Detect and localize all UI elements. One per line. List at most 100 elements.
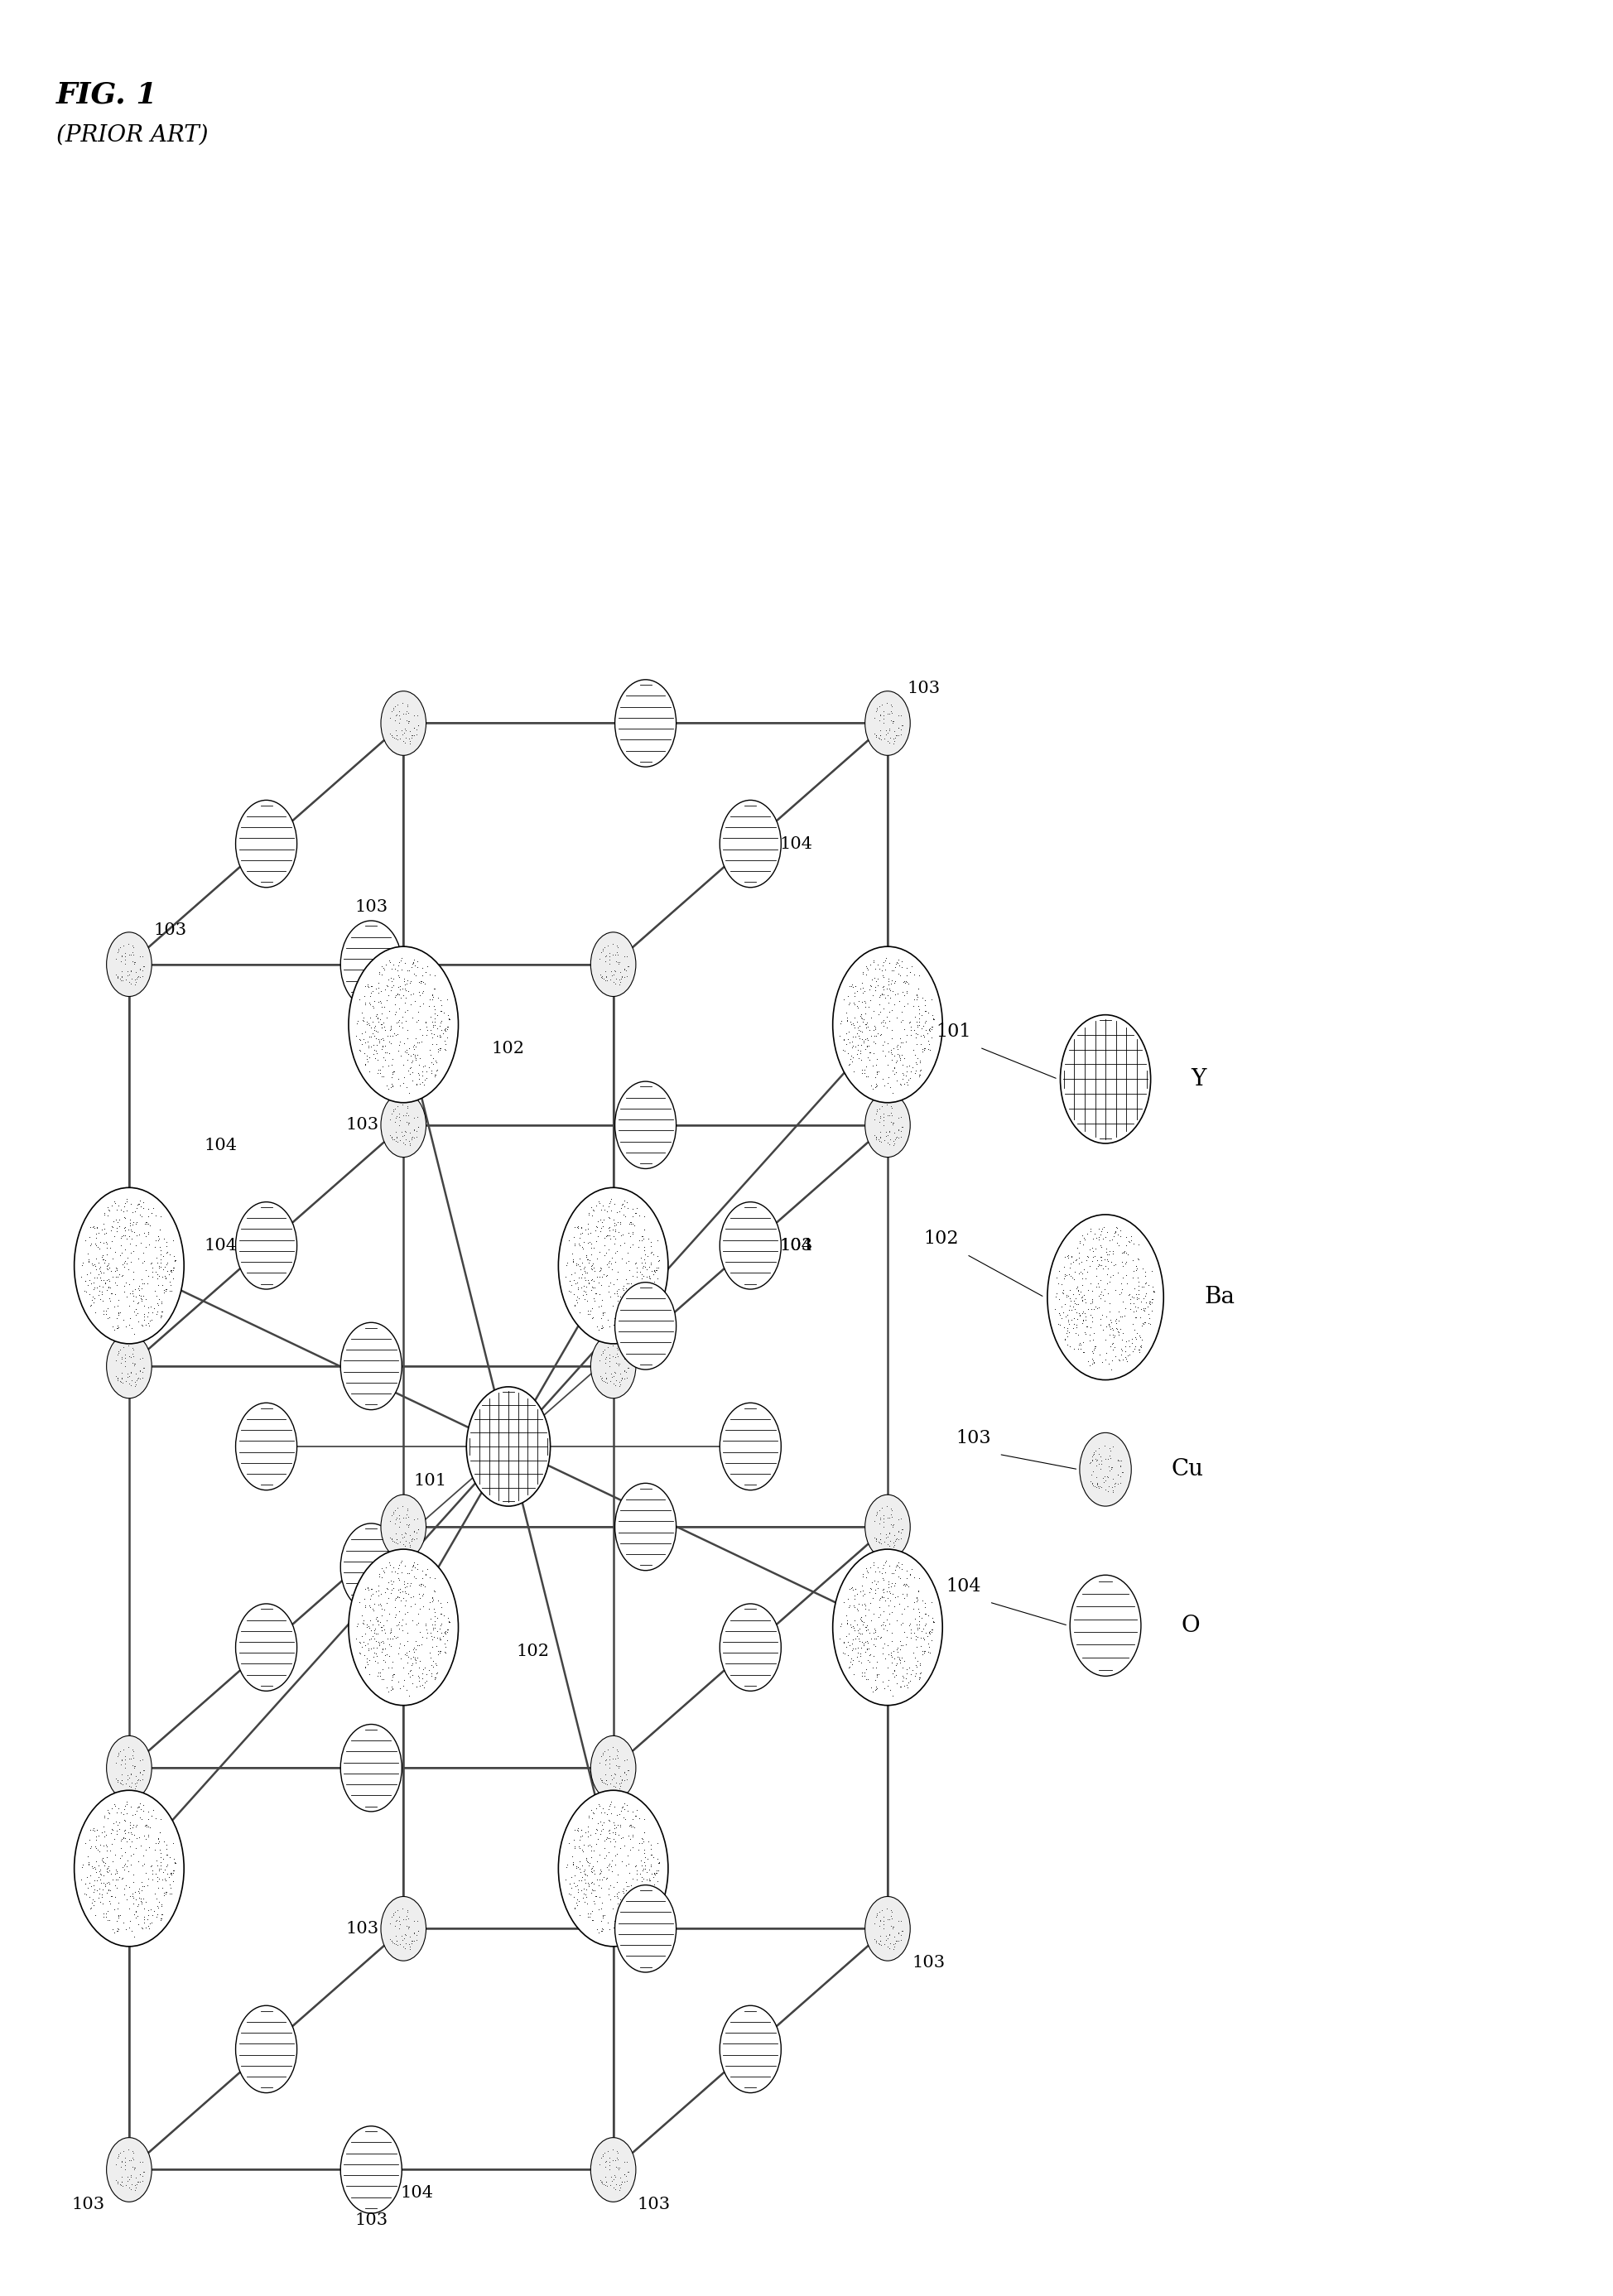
Point [110, 1339, 135, 1375]
Point [847, 1035, 873, 1072]
Point [847, 1600, 873, 1637]
Point [113, 1217, 139, 1254]
Point [873, 716, 898, 753]
Point [881, 964, 907, 1001]
Point [103, 1201, 129, 1238]
Point [890, 1580, 916, 1616]
Point [427, 1632, 453, 1669]
Point [1053, 1309, 1079, 1345]
Point [147, 1212, 173, 1249]
Point [602, 1754, 627, 1791]
Point [848, 999, 874, 1035]
Point [147, 1814, 173, 1851]
Point [1107, 1458, 1132, 1495]
Point [877, 1924, 903, 1961]
Point [1094, 1274, 1119, 1311]
Point [134, 1265, 160, 1302]
Point [615, 1185, 640, 1221]
Point [629, 1890, 655, 1926]
Point [84, 1853, 110, 1890]
Point [103, 2147, 129, 2183]
Point [611, 1196, 637, 1233]
Point [611, 2156, 637, 2193]
Point [394, 1892, 419, 1929]
Point [382, 994, 408, 1031]
Point [418, 1658, 444, 1694]
Point [895, 967, 921, 1003]
Point [424, 1655, 450, 1692]
Point [87, 1258, 113, 1295]
Point [100, 1844, 126, 1880]
Point [606, 953, 632, 990]
Point [374, 1068, 400, 1104]
Point [145, 1244, 171, 1281]
Point [861, 1614, 887, 1651]
Point [1134, 1267, 1160, 1304]
Point [905, 1573, 931, 1609]
Point [844, 1035, 869, 1072]
Point [92, 1844, 118, 1880]
Point [402, 946, 427, 983]
Point [895, 1003, 921, 1040]
Point [145, 1869, 171, 1906]
Point [606, 1880, 632, 1917]
Point [908, 1619, 934, 1655]
Point [110, 1247, 135, 1283]
Point [565, 1263, 590, 1300]
Point [603, 1835, 629, 1871]
Point [103, 1745, 129, 1782]
Point [434, 1019, 460, 1056]
Point [105, 1761, 131, 1798]
Point [606, 1830, 632, 1867]
Point [1119, 1325, 1145, 1362]
Point [85, 1880, 111, 1917]
Point [105, 1862, 131, 1899]
Point [1071, 1313, 1097, 1350]
Point [124, 1821, 150, 1857]
Point [377, 1068, 403, 1104]
Point [132, 1251, 158, 1288]
Point [131, 1793, 156, 1830]
Point [907, 1056, 932, 1093]
Point [405, 948, 431, 985]
Point [411, 967, 437, 1003]
Point [426, 1008, 452, 1045]
Point [382, 1903, 408, 1940]
Point [852, 983, 877, 1019]
Point [1097, 1449, 1123, 1486]
Point [392, 1033, 418, 1070]
Point [1097, 1263, 1123, 1300]
Point [387, 1561, 413, 1598]
Point [602, 951, 627, 987]
Point [605, 1733, 631, 1770]
Point [560, 1242, 586, 1279]
Point [871, 1068, 897, 1104]
Point [131, 1265, 156, 1302]
Point [639, 1855, 665, 1892]
Point [410, 957, 436, 994]
Point [142, 1892, 168, 1929]
Point [1087, 1217, 1113, 1254]
Point [868, 721, 894, 758]
Point [877, 1506, 903, 1543]
Point [629, 1853, 655, 1890]
Circle shape [106, 932, 152, 996]
Point [1082, 1258, 1108, 1295]
Point [374, 969, 400, 1006]
Point [581, 1871, 606, 1908]
Point [82, 1249, 108, 1286]
Point [1060, 1277, 1086, 1313]
Point [903, 1616, 929, 1653]
Point [576, 1244, 602, 1281]
Point [111, 1791, 137, 1828]
Point [377, 971, 403, 1008]
Point [597, 962, 623, 999]
Point [352, 985, 377, 1022]
Point [381, 946, 406, 983]
Text: FIG. 1: FIG. 1 [56, 80, 158, 108]
Point [127, 1224, 153, 1261]
Point [861, 1017, 887, 1054]
Point [1089, 1311, 1115, 1348]
Point [619, 1896, 645, 1933]
Point [394, 992, 419, 1029]
